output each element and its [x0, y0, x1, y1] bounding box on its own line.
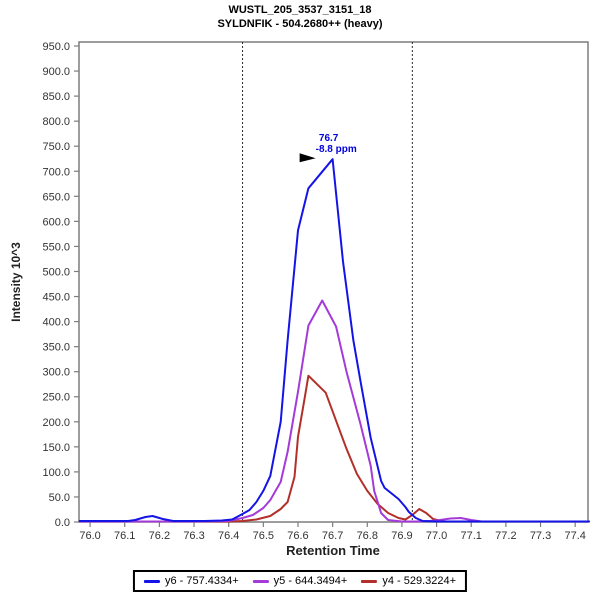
- x-tick-label: 76.6: [287, 530, 308, 542]
- y-tick-label: 600.0: [42, 216, 70, 228]
- legend-label-y4: y4 - 529.3224+: [382, 575, 457, 587]
- series-line-y5: [78, 299, 590, 523]
- y-tick-label: 700.0: [42, 166, 70, 178]
- x-tick-label: 76.3: [183, 530, 204, 542]
- y-tick-label: 450.0: [42, 292, 70, 304]
- y-tick-label: 250.0: [42, 392, 70, 404]
- y-axis-title: Intensity 10^3: [9, 242, 23, 322]
- legend-label-y6: y6 - 757.4334+: [164, 575, 239, 587]
- legend-swatch-y5: [252, 579, 269, 583]
- y-tick-label: 0.0: [55, 517, 70, 529]
- y-tick-label: 950.0: [42, 41, 70, 53]
- y-tick-label: 50.0: [49, 492, 70, 504]
- series-line-y6: [78, 158, 590, 523]
- series-line-y4: [78, 374, 590, 523]
- y-tick-label: 800.0: [42, 116, 70, 128]
- legend-swatch-y6: [143, 579, 160, 583]
- x-tick-label: 77.4: [564, 530, 585, 542]
- legend-label-y5: y5 - 644.3494+: [273, 575, 348, 587]
- peak-annotation-arrow-icon: [299, 153, 316, 163]
- y-tick-label: 750.0: [42, 141, 70, 153]
- y-tick-label: 500.0: [42, 266, 70, 278]
- x-tick-label: 76.8: [357, 530, 378, 542]
- x-tick-label: 76.7: [322, 530, 343, 542]
- chart-title: WUSTL_205_3537_3151_18: [228, 4, 372, 16]
- y-tick-label: 350.0: [42, 342, 70, 354]
- y-tick-label: 300.0: [42, 367, 70, 379]
- legend: y6 - 757.4334+ y5 - 644.3494+ y4 - 529.3…: [132, 570, 468, 592]
- x-tick-label: 76.0: [79, 530, 100, 542]
- x-tick-label: 77.3: [530, 530, 551, 542]
- x-tick-label: 76.2: [149, 530, 170, 542]
- y-tick-label: 200.0: [42, 417, 70, 429]
- legend-item-y5: y5 - 644.3494+: [252, 575, 348, 587]
- peak-ppm-annotation: -8.8 ppm: [316, 144, 357, 155]
- y-tick-label: 150.0: [42, 442, 70, 454]
- legend-item-y4: y4 - 529.3224+: [361, 575, 456, 587]
- chart-title-block: WUSTL_205_3537_3151_18 SYLDNFIK - 504.26…: [0, 3, 600, 31]
- y-tick-label: 400.0: [42, 317, 70, 329]
- legend-swatch-y4: [361, 579, 378, 583]
- peak-rt-annotation: 76.7: [319, 133, 339, 144]
- chart-subtitle: SYLDNFIK - 504.2680++ (heavy): [217, 18, 383, 30]
- x-tick-label: 77.0: [426, 530, 447, 542]
- x-tick-label: 77.1: [461, 530, 482, 542]
- y-tick-label: 850.0: [42, 91, 70, 103]
- y-tick-label: 650.0: [42, 191, 70, 203]
- legend-item-y6: y6 - 757.4334+: [143, 575, 239, 587]
- plot-border: [78, 41, 589, 523]
- x-tick-label: 76.9: [391, 530, 412, 542]
- x-tick-label: 76.4: [218, 530, 239, 542]
- y-tick-label: 900.0: [42, 66, 70, 78]
- x-tick-label: 77.2: [495, 530, 516, 542]
- y-tick-label: 550.0: [42, 241, 70, 253]
- x-axis-title: Retention Time: [286, 543, 380, 558]
- x-tick-label: 76.1: [114, 530, 135, 542]
- x-tick-label: 76.5: [253, 530, 274, 542]
- y-tick-label: 100.0: [42, 467, 70, 479]
